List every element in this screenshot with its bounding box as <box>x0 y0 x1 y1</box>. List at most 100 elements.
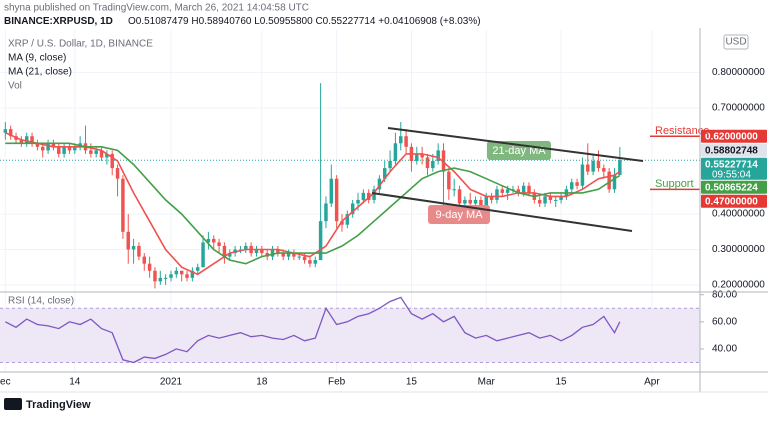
low: L0.50955800 <box>254 16 313 27</box>
candle-body <box>537 199 542 204</box>
candle-body <box>3 129 8 133</box>
price-label: 0.47000000 <box>705 196 758 207</box>
high: H0.58940760 <box>191 16 251 27</box>
x-tick-label: 18 <box>256 377 268 388</box>
candle-body <box>388 161 392 169</box>
candle-body <box>329 178 334 204</box>
y-tick-label: 0.20000000 <box>712 280 765 291</box>
price-label-box <box>701 143 767 157</box>
x-tick-label: ec <box>0 377 11 388</box>
countdown: 09:55:04 <box>712 169 751 180</box>
candle-body <box>201 242 205 268</box>
price-label-box <box>701 129 767 143</box>
candle-body <box>126 231 130 250</box>
channel-top <box>387 127 644 162</box>
candle-body <box>185 274 189 278</box>
candle-body <box>425 157 430 169</box>
candle-body <box>521 185 526 193</box>
ma-line <box>5 142 621 265</box>
annotation: 9-day MA <box>435 209 483 221</box>
candle-body <box>41 146 45 151</box>
candle-body <box>30 136 34 144</box>
rsi-band <box>0 308 700 363</box>
candle-body <box>212 238 216 243</box>
published-note: shyna published on TradingView.com, Marc… <box>4 3 309 14</box>
candle-body <box>505 189 510 193</box>
candle-body <box>137 245 141 257</box>
candle-body <box>318 221 323 261</box>
change: +0.04106908 (+8.03%) <box>378 16 480 27</box>
rsi-line <box>5 296 621 364</box>
candle-body <box>377 178 382 190</box>
candle-body <box>292 253 296 257</box>
candle-body <box>356 199 360 204</box>
candle-body <box>399 136 403 144</box>
candle-body <box>441 150 446 172</box>
candle-body <box>372 189 376 200</box>
legend-volume: Vol <box>8 81 22 92</box>
candle-body <box>308 260 312 264</box>
candle-body <box>179 270 184 275</box>
watermark: TradingView <box>26 399 91 411</box>
candle-body <box>67 146 72 151</box>
candle-body <box>228 253 232 257</box>
ohlc-header: O0.51087479 H0.58940760 L0.50955800 C0.5… <box>128 16 481 27</box>
price-label: 0.58802748 <box>705 145 758 156</box>
price-label: 0.55227714 <box>705 159 758 170</box>
x-tick-label: 15 <box>556 377 568 388</box>
plot: 0.20000000 0.30000000 0.40000000 0.70000000… <box>0 28 768 393</box>
candle-body <box>19 139 24 144</box>
ma-line <box>4 131 621 276</box>
x-tick-label: Feb <box>328 377 346 388</box>
candle-body <box>324 203 328 222</box>
annotation: 21-day MA <box>492 145 546 157</box>
candle-body <box>115 168 120 179</box>
candle-body <box>217 242 221 246</box>
candle-body <box>94 150 98 154</box>
price-label: 0.62000000 <box>705 131 758 142</box>
candle-body <box>527 185 531 193</box>
candle-body <box>500 189 505 193</box>
y-tick-label: 80.00 <box>712 289 737 300</box>
x-tick-label: 2021 <box>160 377 183 388</box>
candle-body <box>495 189 499 200</box>
candle-body <box>195 267 200 271</box>
price-label-box <box>701 194 767 208</box>
candle-body <box>479 199 483 208</box>
candle-body <box>618 160 622 175</box>
candle-body <box>345 214 350 225</box>
candle-body <box>436 150 440 161</box>
logo-icon <box>4 398 22 410</box>
candle-body <box>297 256 301 258</box>
candle-body <box>35 143 40 147</box>
candle-body <box>404 136 408 147</box>
candle-body <box>393 143 398 161</box>
candle-body <box>553 199 558 201</box>
candle-body <box>516 189 521 193</box>
candle-body <box>62 146 66 154</box>
candle-body <box>302 256 307 261</box>
candle-body <box>24 136 29 144</box>
x-tick-label: 15 <box>406 377 418 388</box>
candle-body <box>254 249 259 254</box>
candle-body <box>169 274 173 278</box>
candle-body <box>51 143 56 147</box>
candle-body <box>559 196 563 200</box>
candle-body <box>46 143 50 151</box>
candle-body <box>473 199 478 204</box>
candle-body <box>334 178 339 222</box>
candle-body <box>580 164 585 186</box>
candle-body <box>591 161 595 172</box>
open: O0.51087479 <box>128 16 189 27</box>
candle-body <box>607 171 611 190</box>
candle-body <box>260 249 264 254</box>
candle-body <box>420 153 424 158</box>
candle-body <box>105 153 109 158</box>
candle-body <box>612 174 617 190</box>
candle-body <box>206 238 211 243</box>
candle-body <box>489 196 494 200</box>
currency: USD <box>725 37 746 48</box>
candle-body <box>313 260 318 264</box>
currency-box[interactable] <box>723 34 749 50</box>
